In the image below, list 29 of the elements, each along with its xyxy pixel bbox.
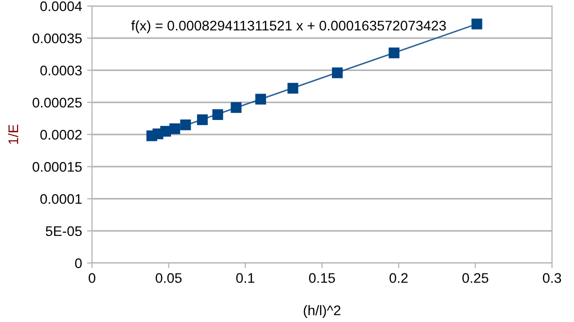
point xyxy=(230,102,242,113)
y-tick-label: 0.00015 xyxy=(32,162,82,172)
x-tick-label: 0.1 xyxy=(236,273,254,283)
y-tick-label: 5E-05 xyxy=(46,226,82,236)
point xyxy=(287,82,298,94)
y-tick-label: 0.0003 xyxy=(40,66,82,76)
x-tick-label: 0.2 xyxy=(390,273,408,283)
x-tick-label: 0 xyxy=(88,273,96,283)
x-tick-label: 0.3 xyxy=(542,273,562,283)
point xyxy=(180,119,191,130)
point xyxy=(332,67,343,78)
point xyxy=(212,109,224,120)
y-tick-label: 0.0001 xyxy=(40,194,82,204)
x-tick-label: 0.25 xyxy=(462,273,488,283)
y-tick-label: 0.00025 xyxy=(32,98,82,108)
point xyxy=(388,48,400,58)
y-tick-label: 0 xyxy=(75,258,82,268)
y-tick-label: 0.00035 xyxy=(32,33,82,44)
point xyxy=(255,94,266,105)
point xyxy=(169,123,180,134)
annotation: f(x) = 0.000829411311521 x + 0.000163572073423 xyxy=(131,20,446,34)
x-tick-label: 0.05 xyxy=(156,273,182,283)
point xyxy=(471,18,482,30)
y-axis-title: 1/E xyxy=(8,124,18,144)
y-tick-label: 0.0004 xyxy=(40,1,82,12)
point xyxy=(197,114,208,126)
x-axis-title: (h/l)^2 xyxy=(304,305,340,318)
y-tick-label: 0.0002 xyxy=(40,130,82,140)
x-tick-label: 0.15 xyxy=(309,273,335,283)
